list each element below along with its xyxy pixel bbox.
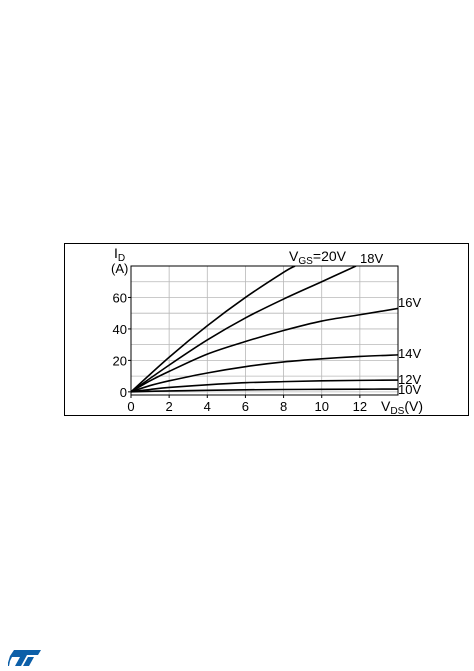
series-label-16v: 16V bbox=[398, 295, 421, 310]
y-axis-label-sub: D bbox=[118, 253, 125, 264]
series-line-vgs-20v bbox=[131, 266, 296, 393]
chart-frame: 0 2 4 6 8 10 12 0 20 40 60 ID (A) VDS(V) VGS=20V 18V 16V… bbox=[64, 243, 469, 417]
y-tick-label: 60 bbox=[113, 290, 127, 305]
y-axis-label: ID bbox=[114, 245, 125, 264]
y-axis-unit: (A) bbox=[111, 261, 128, 276]
series-label-vgs-20v: VGS=20V bbox=[289, 248, 347, 267]
series-label-vgs-20v-main: V bbox=[289, 248, 299, 264]
x-axis-label-tail: (V) bbox=[404, 398, 423, 414]
y-tick-label: 40 bbox=[113, 322, 127, 337]
x-axis-label-sub: DS bbox=[390, 406, 404, 417]
y-tick-label: 0 bbox=[120, 385, 127, 400]
st-logo bbox=[8, 650, 41, 666]
y-tick-label: 20 bbox=[113, 353, 127, 368]
series-label-12v: 12V bbox=[398, 372, 421, 387]
series-line-14v bbox=[131, 354, 398, 393]
x-tick-label: 0 bbox=[127, 399, 134, 414]
x-axis-label: VDS(V) bbox=[381, 398, 423, 417]
series-line-18v bbox=[131, 266, 357, 393]
x-tick-label: 8 bbox=[280, 399, 287, 414]
x-tick-label: 4 bbox=[204, 399, 211, 414]
x-tick-label: 12 bbox=[353, 399, 367, 414]
series-label-14v: 14V bbox=[398, 346, 421, 361]
plot-border bbox=[130, 265, 399, 396]
series-line-12v bbox=[131, 379, 398, 393]
series-label-18v: 18V bbox=[360, 251, 383, 266]
series-label-vgs-20v-tail: =20V bbox=[313, 248, 347, 264]
series-label-vgs-20v-sub: GS bbox=[298, 256, 313, 267]
x-axis-label-main: V bbox=[381, 398, 391, 414]
plot-area bbox=[131, 266, 398, 395]
y-axis-label-main: I bbox=[114, 245, 118, 261]
x-tick-label: 10 bbox=[314, 399, 328, 414]
series-label-10v: 10V bbox=[398, 382, 421, 397]
series-line-16v bbox=[131, 307, 398, 393]
x-tick-label: 2 bbox=[166, 399, 173, 414]
series-line-10v bbox=[131, 388, 398, 393]
x-tick-label: 6 bbox=[242, 399, 249, 414]
